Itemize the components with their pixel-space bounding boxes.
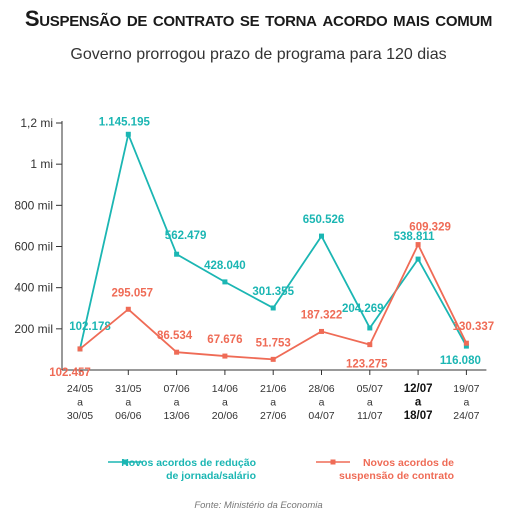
data-point	[367, 342, 373, 348]
x-tick-label: 31/05	[115, 383, 141, 395]
legend-marker	[122, 459, 128, 465]
chart-source: Fonte: Ministério da Economia	[194, 500, 323, 511]
x-tick-label: 06/06	[115, 410, 141, 422]
data-point	[77, 346, 83, 352]
x-tick-label: 04/07	[308, 410, 334, 422]
data-label: 130.337	[453, 321, 495, 333]
x-tick-label: 24/05	[67, 383, 93, 395]
data-point	[174, 349, 180, 355]
data-label: 1.145.195	[99, 116, 151, 128]
data-label: 562.479	[165, 230, 207, 242]
x-tick-label: 28/06	[308, 383, 334, 395]
data-point	[463, 343, 469, 349]
data-label: 86.534	[157, 330, 193, 342]
data-label: 295.057	[112, 287, 154, 299]
data-point	[125, 306, 131, 312]
data-label: 102.178	[69, 321, 111, 333]
data-label: 123.275	[346, 359, 388, 371]
x-tick-label: 05/07	[357, 383, 383, 395]
data-point	[319, 233, 324, 239]
data-point	[415, 256, 421, 262]
x-tick-label: 07/06	[163, 383, 189, 395]
data-label: 204.269	[342, 303, 384, 315]
chart-subtitle: Governo prorrogou prazo de programa para…	[70, 46, 447, 63]
data-point	[270, 356, 276, 362]
x-tick-label: a	[222, 397, 228, 409]
data-label: 67.676	[207, 334, 242, 346]
data-label: 428.040	[204, 260, 246, 272]
data-label: 538.811	[394, 231, 436, 243]
y-tick-label: 1 mi	[30, 157, 53, 171]
x-tick-label: a	[174, 397, 180, 409]
chart-title: Suspensão de contrato se torna acordo ma…	[24, 6, 493, 31]
y-tick-label: 1,2 mi	[20, 116, 53, 130]
data-label: 650.526	[303, 214, 345, 226]
data-label: 609.329	[409, 222, 451, 234]
data-point	[222, 279, 228, 285]
data-point	[125, 131, 131, 137]
data-point	[270, 305, 276, 311]
x-tick-label: 11/07	[357, 410, 383, 422]
data-label: 102.457	[49, 367, 91, 379]
x-tick-label: 27/06	[260, 410, 286, 422]
y-tick-label: 800 mil	[14, 198, 53, 212]
data-label: 51.753	[256, 337, 291, 349]
x-tick-label: a	[77, 397, 83, 409]
x-tick-label: 12/07	[404, 383, 433, 395]
x-tick-label: 19/07	[453, 383, 479, 395]
x-tick-label: 13/06	[163, 410, 189, 422]
data-point	[174, 251, 180, 257]
x-tick-label: a	[415, 397, 422, 409]
data-label: 116.080	[440, 355, 481, 367]
x-tick-label: 21/06	[260, 383, 286, 395]
data-point	[222, 353, 228, 359]
x-tick-label: 14/06	[212, 383, 238, 395]
x-tick-label: 18/07	[404, 410, 433, 422]
data-point	[415, 242, 421, 248]
data-point	[319, 328, 324, 334]
x-tick-label: 24/07	[453, 410, 479, 422]
x-tick-label: 30/05	[67, 410, 93, 422]
legend-label: de jornada/salário	[166, 470, 256, 482]
x-tick-label: a	[319, 397, 325, 409]
data-label: 301.355	[252, 286, 294, 298]
y-tick-label: 400 mil	[14, 281, 53, 295]
x-tick-label: a	[125, 397, 131, 409]
legend-label: Novos acordos de redução	[121, 457, 256, 469]
y-tick-label: 200 mil	[14, 322, 53, 336]
y-tick-label: 600 mil	[14, 240, 53, 254]
x-tick-label: 20/06	[212, 410, 238, 422]
legend-label: suspensão de contrato	[339, 470, 454, 482]
x-tick-label: a	[463, 397, 469, 409]
x-tick-label: a	[270, 397, 276, 409]
x-tick-label: a	[367, 397, 373, 409]
data-point	[367, 325, 373, 331]
data-label: 187.322	[301, 309, 343, 321]
legend-label: Novos acordos de	[363, 457, 454, 469]
data-point	[463, 340, 469, 346]
legend-marker	[330, 459, 336, 465]
